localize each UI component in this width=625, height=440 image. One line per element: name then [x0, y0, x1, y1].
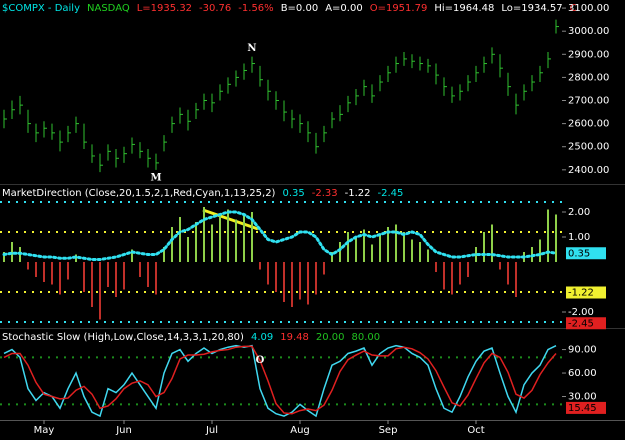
y-tick-label: 2900.00 [568, 49, 609, 60]
y-tick-label: 2600.00 [568, 119, 609, 130]
readout: 4.09 [251, 332, 273, 343]
readout: O=1951.79 [370, 3, 428, 14]
annotation: O [256, 355, 265, 366]
value-tag-label: -1.22 [568, 288, 594, 299]
readout: B=0.00 [281, 3, 319, 14]
value-tag-label: 0.35 [568, 248, 590, 259]
y-tick-label: 30.00 [568, 392, 597, 403]
y-tick-label: 2.00 [568, 207, 590, 218]
y-tick-label: 2800.00 [568, 72, 609, 83]
readout: A=0.00 [325, 3, 363, 14]
x-tick-label: Oct [467, 425, 484, 436]
y-tick-label: 60.00 [568, 368, 597, 379]
readout: Lo=1934.57 [501, 3, 562, 14]
x-tick-label: Aug [290, 425, 310, 436]
readout: -1.22 [345, 188, 371, 199]
y-tick-label: 3100.00 [568, 3, 609, 14]
value-tag [566, 401, 606, 414]
readout: NASDAQ [87, 3, 130, 14]
readout: 0.35 [282, 188, 304, 199]
y-tick-label: 2700.00 [568, 96, 609, 107]
direction-line [2, 210, 558, 261]
readout: -2.33 [312, 188, 338, 199]
stochastic-line [3, 345, 557, 415]
value-tag [566, 317, 606, 330]
y-tick-label: 90.00 [568, 345, 597, 356]
y-tick-label: -2.00 [568, 307, 594, 318]
annotation: N [247, 43, 256, 54]
readout: -30.76 [199, 3, 231, 14]
value-tag [566, 247, 606, 260]
trend-annotation [202, 208, 259, 231]
x-tick-label: Jun [115, 425, 132, 436]
y-tick-label: 2500.00 [568, 142, 609, 153]
annotation: M [150, 172, 161, 183]
readout: L=1935.32 [137, 3, 192, 14]
value-tag [566, 286, 606, 299]
readout: 19.48 [280, 332, 309, 343]
readout: Hi=1964.48 [434, 3, 494, 14]
readout: 80.00 [352, 332, 381, 343]
value-tag-label: -2.45 [568, 318, 594, 329]
x-tick-label: Sep [379, 425, 398, 436]
readout: C [570, 3, 577, 14]
stochastic-line [3, 344, 557, 418]
readout: 20.00 [316, 332, 345, 343]
readout: -1.56% [238, 3, 273, 14]
y-tick-label: 1.00 [568, 232, 590, 243]
panel-title: MarketDirection (Close,20,1.5,2,1,Red,Cy… [2, 188, 276, 199]
panel-title: $COMPX - Daily [2, 3, 80, 14]
x-tick-label: Jul [205, 425, 218, 436]
y-tick-label: 3000.00 [568, 26, 609, 37]
y-tick-label: 2400.00 [568, 165, 609, 176]
value-tag-label: 15.45 [568, 403, 597, 414]
x-tick-label: May [34, 425, 55, 436]
readout: -2.45 [377, 188, 403, 199]
panel-title: Stochastic Slow (High,Low,Close,14,3,3,1… [2, 332, 244, 343]
